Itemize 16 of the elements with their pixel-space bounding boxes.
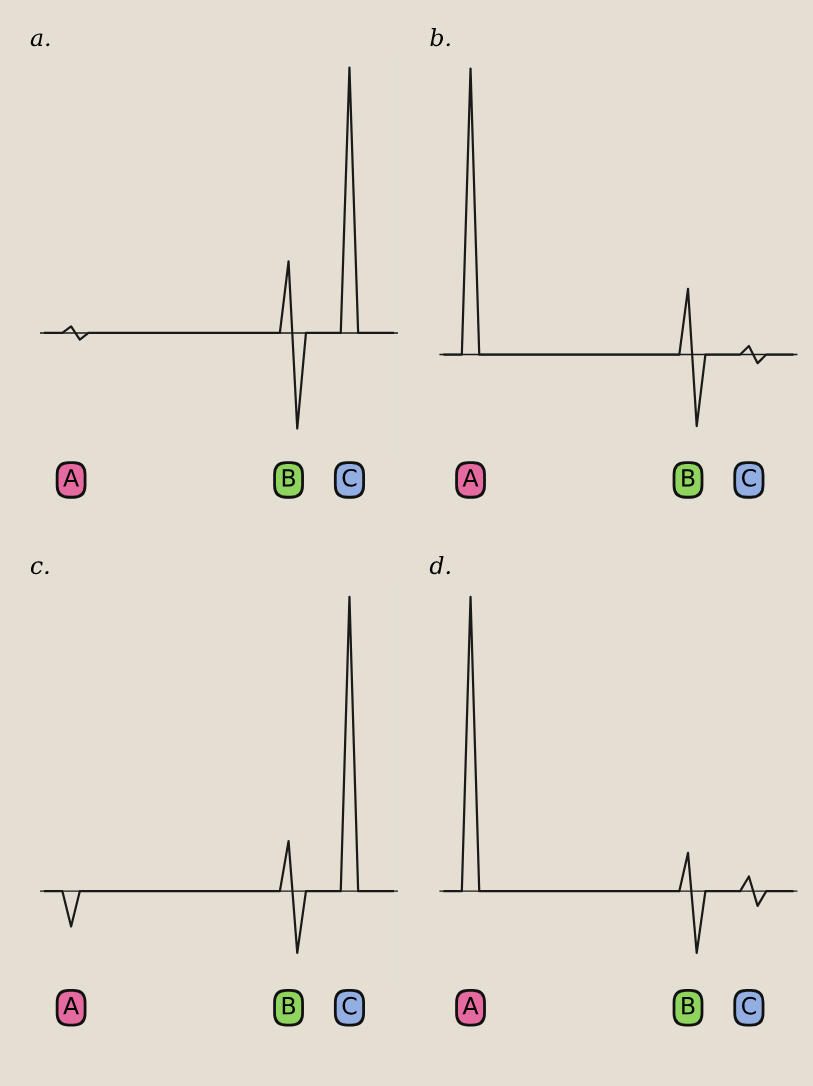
chart-title: d.: [429, 555, 450, 575]
x-tick-label: C: [342, 996, 357, 1015]
x-tick-label: C: [342, 468, 357, 487]
x-tick-label: C: [741, 468, 756, 487]
x-tick-label: A: [63, 469, 79, 487]
x-tick-label: A: [63, 997, 79, 1015]
x-tick-label: B: [682, 997, 695, 1015]
x-tick-label: B: [682, 469, 695, 487]
chart-title: c.: [30, 561, 49, 575]
x-tick-label: B: [282, 997, 295, 1015]
x-tick-label: C: [741, 996, 756, 1015]
x-tick-label: A: [462, 469, 479, 487]
x-tick-label: B: [282, 469, 295, 487]
chart-title: b.: [430, 28, 450, 47]
chart-title: a.: [30, 33, 50, 47]
x-tick-label: A: [462, 997, 479, 1015]
